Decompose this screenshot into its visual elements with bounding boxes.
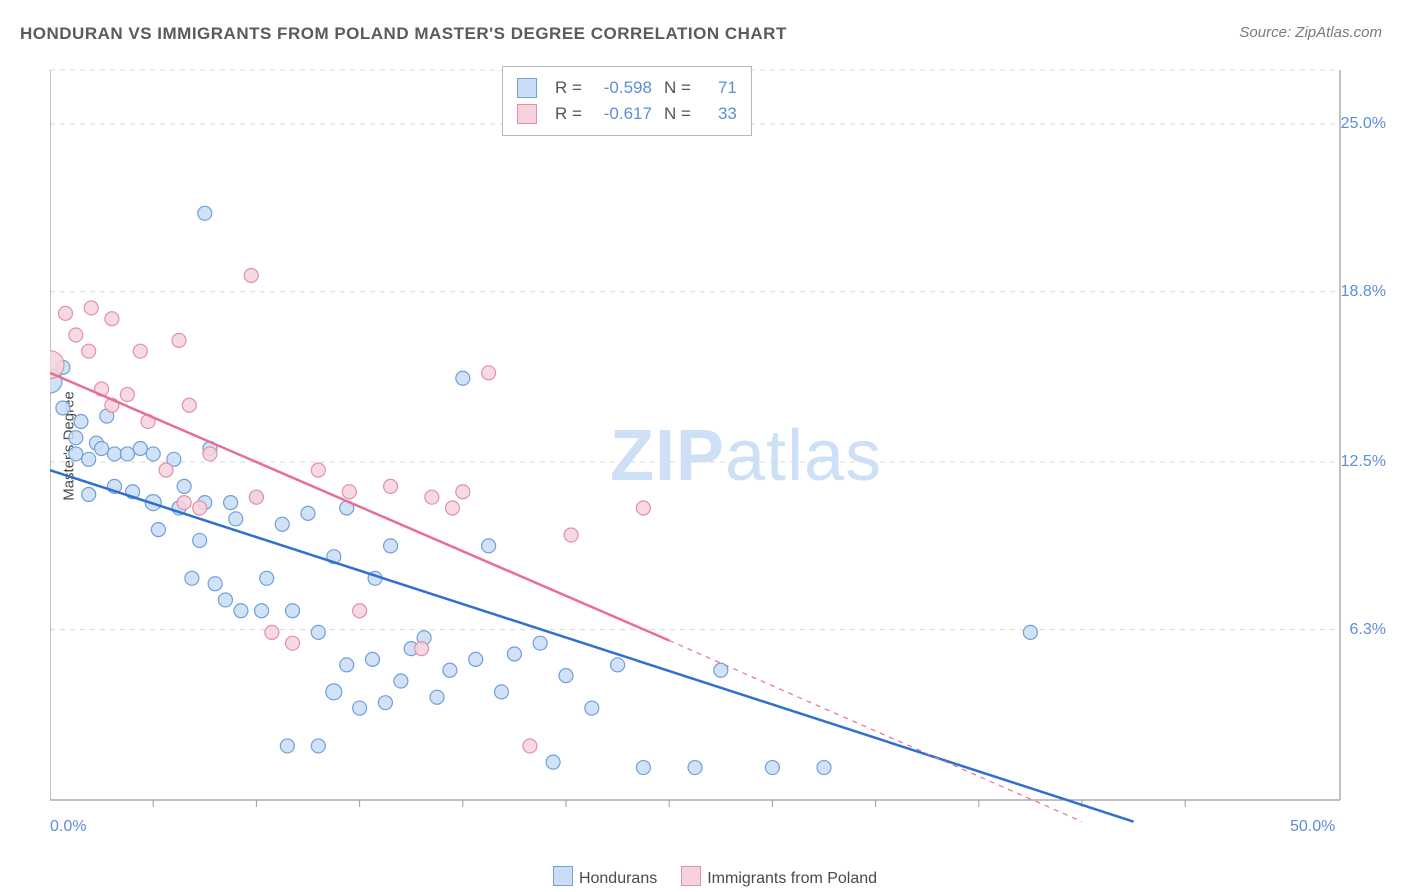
chart-container: HONDURAN VS IMMIGRANTS FROM POLAND MASTE… (0, 0, 1406, 892)
chart-title: HONDURAN VS IMMIGRANTS FROM POLAND MASTE… (20, 24, 787, 44)
x-tick: 0.0% (50, 818, 86, 836)
plot-area: ZIPatlas R =-0.598N =71R =-0.617N =33 (50, 60, 1370, 840)
y-tick: 6.3% (1350, 621, 1386, 639)
legend-r-label: R = (555, 101, 582, 127)
y-tick: 18.8% (1341, 283, 1386, 301)
correlation-legend: R = -0.598 N = 71 R = -0.617 N = 33 (502, 66, 752, 136)
legend-swatch (517, 104, 537, 124)
legend-n-label: N = (664, 75, 691, 101)
scatter-chart (50, 60, 1370, 840)
legend-r-value: -0.617 (594, 101, 652, 127)
legend-series-label: Immigrants from Poland (707, 870, 877, 887)
legend-row: R = -0.598 N = 71 (517, 75, 737, 101)
series-legend: Hondurans Immigrants from Poland (0, 866, 1406, 888)
source-name: ZipAtlas.com (1295, 24, 1382, 41)
legend-swatch (553, 866, 573, 886)
legend-r-value: -0.598 (594, 75, 652, 101)
legend-n-label: N = (664, 101, 691, 127)
source-prefix: Source: (1239, 24, 1295, 41)
y-tick: 12.5% (1341, 453, 1386, 471)
y-tick: 25.0% (1341, 115, 1386, 133)
x-tick: 50.0% (1290, 818, 1335, 836)
legend-swatch (681, 866, 701, 886)
legend-row: R = -0.617 N = 33 (517, 101, 737, 127)
legend-n-value: 71 (703, 75, 737, 101)
legend-series-label: Hondurans (579, 870, 657, 887)
legend-swatch (517, 78, 537, 98)
source-attribution: Source: ZipAtlas.com (1239, 24, 1382, 41)
legend-r-label: R = (555, 75, 582, 101)
legend-n-value: 33 (703, 101, 737, 127)
